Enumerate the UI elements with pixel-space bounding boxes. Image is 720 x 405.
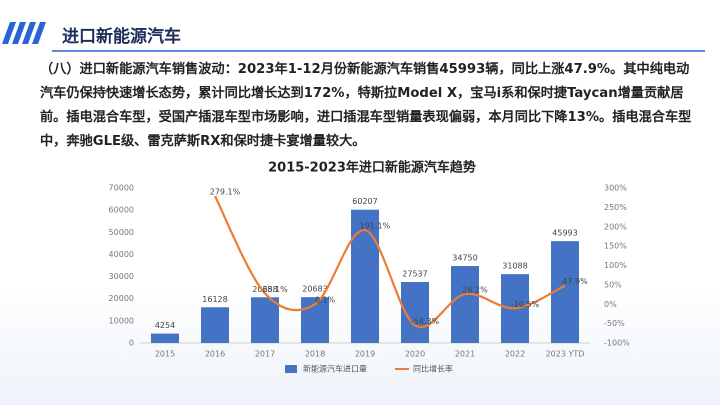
header-title: 进口新能源汽车	[62, 27, 181, 47]
line-value-label: 26.2%	[462, 286, 488, 295]
x-tick-label: 2018	[305, 350, 325, 359]
x-tick-label: 2022	[505, 350, 525, 359]
line	[214, 195, 566, 329]
y-tick-label: 70000	[109, 184, 134, 193]
line-value-label: -54.3%	[411, 317, 440, 326]
bar	[451, 266, 479, 343]
line-value-label: 47.9%	[562, 277, 588, 286]
chart-title: 2015-2023年进口新能源汽车趋势	[268, 160, 476, 176]
line-value-label: -10.5%	[511, 300, 540, 309]
x-tick-label: 2021	[455, 350, 475, 359]
y2-tick-label: 100%	[604, 261, 627, 270]
bar-value-label: 31088	[502, 262, 527, 271]
bar-value-label: 60207	[352, 197, 377, 206]
bar-value-label: 20683	[302, 285, 327, 294]
y-tick-label: 10000	[109, 316, 134, 325]
y2-tick-label: 150%	[604, 242, 627, 251]
y2-tick-label: -100%	[604, 339, 630, 348]
y2-tick-label: 250%	[604, 203, 627, 212]
y2-tick-label: -50%	[604, 319, 625, 328]
x-tick-label: 2019	[355, 350, 375, 359]
line-value-label: 279.1%	[210, 188, 241, 197]
bar-value-label: 34750	[452, 254, 477, 263]
legend-label: 同比增长率	[413, 364, 453, 374]
y-tick-label: 20000	[109, 294, 134, 303]
bar	[351, 209, 379, 343]
y-tick-label: 30000	[109, 272, 134, 281]
bar-value-label: 45993	[552, 229, 577, 238]
bar	[251, 297, 279, 343]
bar-value-label: 4254	[155, 321, 175, 330]
y-tick-label: 60000	[109, 206, 134, 215]
y-tick-label: 0	[129, 339, 134, 348]
y2-tick-label: 300%	[604, 184, 627, 193]
x-tick-label: 2023 YTD	[546, 350, 585, 359]
y2-tick-label: 0%	[604, 300, 617, 309]
line-value-label: 0.1%	[315, 296, 336, 305]
bar	[201, 307, 229, 343]
x-tick-label: 2017	[255, 350, 275, 359]
bar	[151, 333, 179, 343]
bar-value-label: 16128	[202, 295, 227, 304]
legend-label: 新能源汽车进口量	[303, 364, 367, 374]
x-tick-label: 2016	[205, 350, 225, 359]
line-value-label: 28.1%	[262, 285, 288, 294]
line-value-label: 191.1%	[360, 222, 391, 231]
y-tick-label: 50000	[109, 228, 134, 237]
bar-value-label: 20658	[252, 285, 277, 294]
header	[2, 22, 705, 52]
legend-swatch	[285, 365, 297, 373]
x-tick-label: 2020	[405, 350, 425, 359]
y2-tick-label: 50%	[604, 280, 622, 289]
y2-tick-label: 200%	[604, 222, 627, 231]
x-tick-label: 2015	[155, 350, 175, 359]
bar-value-label: 27537	[402, 270, 427, 279]
paragraph: （八）进口新能源汽车销售波动：2023年1-12月份新能源汽车销售45993辆，…	[40, 62, 692, 149]
y-tick-label: 40000	[109, 250, 134, 259]
